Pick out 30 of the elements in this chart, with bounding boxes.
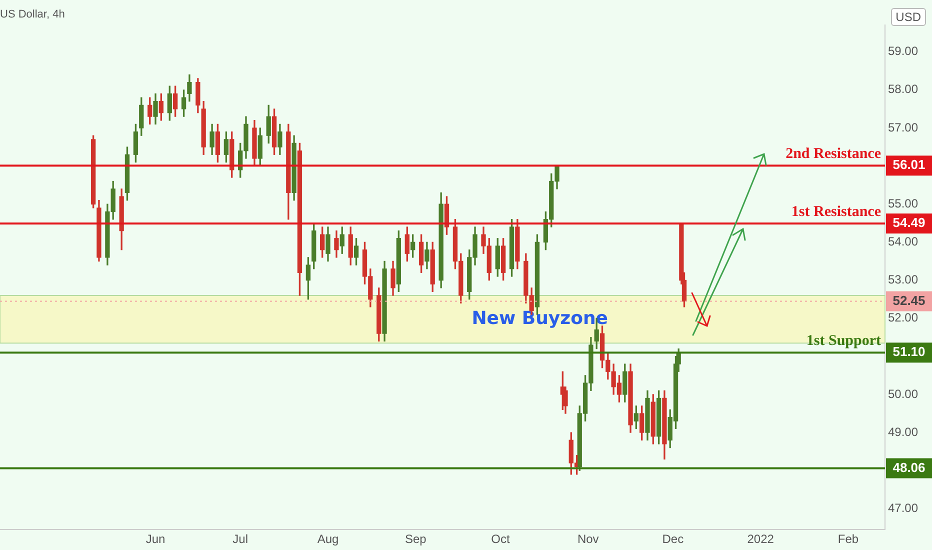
text: 51.10 xyxy=(892,344,926,360)
y-tick-label: 47.00 xyxy=(888,500,918,515)
x-tick-label: Jun xyxy=(146,532,166,546)
ref-line-label: 1st Support xyxy=(806,332,881,349)
x-tick-label: Jul xyxy=(232,532,248,546)
x-tick-label: Sep xyxy=(404,532,427,546)
text: 56.01 xyxy=(892,157,926,172)
x-tick-label: Aug xyxy=(317,532,339,546)
y-tick-label: 59.00 xyxy=(888,44,918,58)
y-tick-label: 53.00 xyxy=(888,272,918,287)
x-tick-label: Feb xyxy=(838,532,859,546)
y-tick-label: 54.00 xyxy=(888,234,918,248)
text: 54.49 xyxy=(892,215,926,230)
y-tick-label: 58.00 xyxy=(888,82,918,96)
x-tick-label: Nov xyxy=(577,532,599,546)
text: 52.45 xyxy=(892,292,926,308)
y-tick-label: 49.00 xyxy=(888,424,918,439)
ref-line-label: 2nd Resistance xyxy=(786,146,882,162)
ref-line-label: 1st Resistance xyxy=(791,204,882,220)
y-tick-label: 57.00 xyxy=(888,120,918,134)
x-tick-label: Oct xyxy=(491,532,510,546)
text: 48.06 xyxy=(892,460,926,475)
y-tick-label: 52.00 xyxy=(888,310,918,325)
band-label: New Buyzone xyxy=(472,308,608,329)
x-tick-label: Dec xyxy=(662,532,684,546)
chart-title: US Dollar, 4h xyxy=(0,8,65,21)
y-axis-title: USD xyxy=(890,8,926,26)
y-tick-label: 50.00 xyxy=(888,386,918,401)
x-tick-label: 2022 xyxy=(747,532,774,546)
y-tick-label: 55.00 xyxy=(888,196,918,210)
